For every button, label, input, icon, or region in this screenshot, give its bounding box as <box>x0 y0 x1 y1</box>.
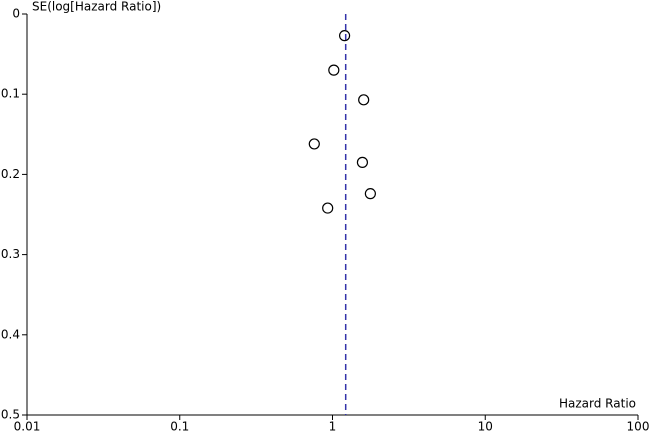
y-tick-label: 0.4 <box>1 327 20 341</box>
x-tick-label: 0.1 <box>170 420 189 433</box>
y-tick-label: 0.5 <box>1 408 20 422</box>
y-tick-label: 0.1 <box>1 87 20 101</box>
point <box>364 188 376 200</box>
y-tick-label: 0.2 <box>1 167 20 181</box>
point <box>358 94 370 106</box>
x-tick-label: 1 <box>329 420 337 433</box>
point <box>356 156 369 168</box>
point <box>338 30 351 42</box>
point <box>328 64 340 76</box>
point <box>308 138 320 150</box>
x-tick-label: 100 <box>627 420 650 433</box>
x-tick-label: 0.01 <box>14 420 41 433</box>
y-axis-label: SE(log[Hazard Ratio]) <box>32 0 161 14</box>
point <box>322 202 334 214</box>
y-tick-label: 0 <box>12 7 20 21</box>
x-axis-label: Hazard Ratio <box>559 397 636 411</box>
y-tick-label: 0.3 <box>1 247 20 261</box>
x-tick-label: 10 <box>478 420 493 433</box>
